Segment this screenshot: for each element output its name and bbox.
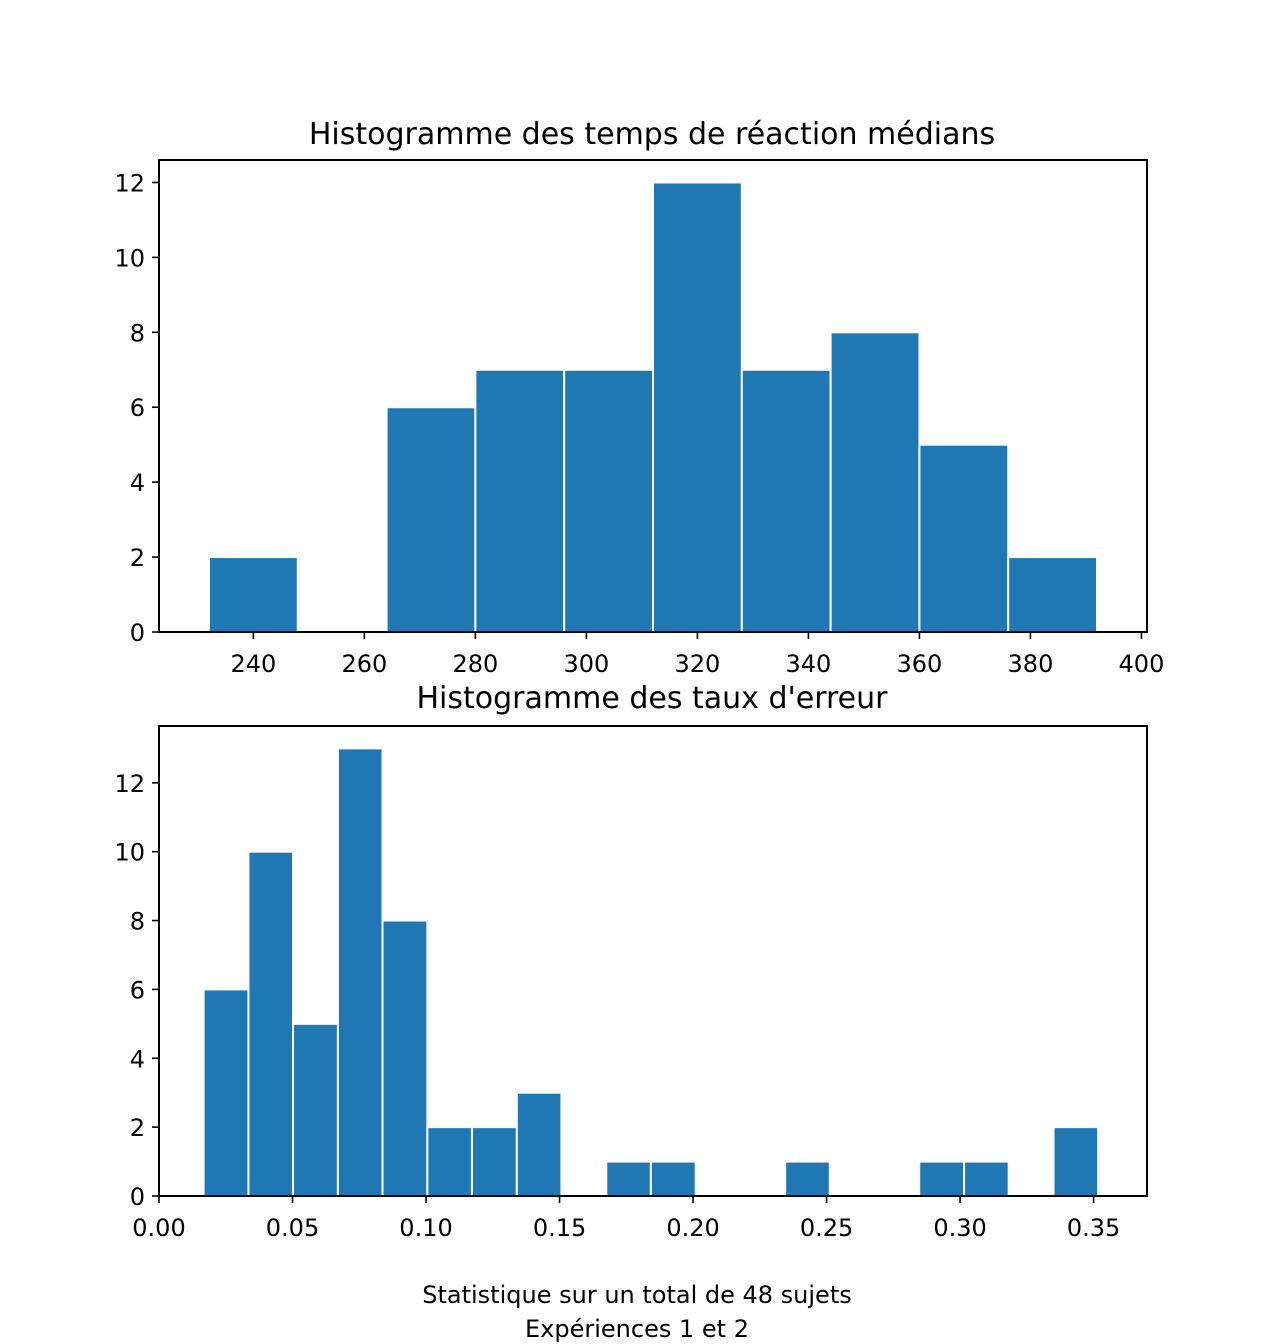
y-tick-label: 6 — [130, 394, 145, 422]
x-tick-label: 0.05 — [266, 1214, 319, 1242]
histogram-bar — [470, 1126, 518, 1197]
x-tick-label: 0.35 — [1067, 1214, 1120, 1242]
y-tick-label: 4 — [130, 469, 145, 497]
x-tick-label: 240 — [230, 650, 276, 678]
bars — [202, 747, 1100, 1198]
y-tick-label: 8 — [130, 908, 145, 936]
x-tick-label: 0.20 — [666, 1214, 719, 1242]
plot-frame — [158, 725, 1148, 1197]
y-tick-label: 2 — [130, 544, 145, 572]
histogram-bar — [784, 1160, 831, 1197]
histogram-bar — [829, 331, 921, 633]
x-tick-label: 0.00 — [132, 1214, 185, 1242]
x-tick-label: 0.10 — [399, 1214, 452, 1242]
histogram-bar — [563, 368, 655, 633]
histogram-bar — [202, 988, 250, 1198]
ticks: 0.00 0.05 0.10 0.15 0.20 0.25 0.30 0.35 0 2 4 6 8 10 1… — [114, 770, 1120, 1242]
histogram-bar — [426, 1126, 473, 1197]
x-tick-label: 0.15 — [533, 1214, 586, 1242]
y-tick-label: 0 — [130, 619, 145, 647]
chart-title: Histogramme des temps de réaction médian… — [309, 117, 995, 152]
error-rate-histogram: Histogramme des taux d'erreur 0.00 0.05 0.… — [114, 681, 1148, 1242]
y-tick-label: 4 — [130, 1045, 145, 1073]
y-tick-label: 12 — [114, 770, 145, 798]
histogram-bar — [963, 1160, 1010, 1197]
plot-frame — [158, 159, 1148, 633]
y-tick-label: 10 — [114, 244, 145, 272]
y-tick-label: 12 — [114, 169, 145, 197]
x-tick-label: 380 — [1008, 650, 1054, 678]
histogram-bar — [292, 1022, 339, 1197]
x-tick-label: 360 — [897, 650, 943, 678]
y-tick-label: 2 — [130, 1114, 145, 1142]
histogram-bar — [649, 1160, 697, 1197]
histogram-bar — [247, 850, 295, 1198]
histogram-bar — [207, 556, 299, 633]
histogram-bar — [474, 368, 566, 633]
histogram-bar — [605, 1160, 652, 1197]
x-tick-label: 300 — [563, 650, 609, 678]
chart-title: Histogramme des taux d'erreur — [417, 681, 889, 716]
histogram-bar — [385, 406, 477, 633]
x-tick-label: 340 — [786, 650, 832, 678]
x-tick-label: 0.25 — [800, 1214, 853, 1242]
x-tick-label: 260 — [341, 650, 387, 678]
ticks: 240 260 280 300 320 340 360 380 400 0 2 4 6 8 10 12 — [114, 169, 1164, 678]
x-tick-label: 320 — [674, 650, 720, 678]
histogram-bar — [381, 919, 429, 1197]
histogram-bar — [1052, 1126, 1100, 1197]
reaction-time-histogram: Histogramme des temps de réaction médian… — [114, 117, 1164, 678]
y-tick-label: 8 — [130, 319, 145, 347]
histogram-bar — [740, 368, 832, 633]
y-tick-label: 6 — [130, 976, 145, 1004]
histogram-bar — [1007, 556, 1099, 633]
footer-line-2: Expériences 1 et 2 — [525, 1315, 749, 1343]
footer-line-1: Statistique sur un total de 48 sujets — [422, 1281, 851, 1309]
x-tick-label: 400 — [1119, 650, 1165, 678]
y-tick-label: 10 — [114, 839, 145, 867]
x-tick-label: 0.30 — [933, 1214, 986, 1242]
x-tick-label: 280 — [452, 650, 498, 678]
histogram-bar — [652, 181, 743, 633]
histogram-bar — [918, 1160, 966, 1197]
y-tick-label: 0 — [130, 1183, 145, 1211]
histogram-bar — [515, 1091, 563, 1197]
histogram-bar — [918, 443, 1010, 634]
bars — [207, 181, 1099, 634]
histogram-bar — [336, 747, 384, 1198]
